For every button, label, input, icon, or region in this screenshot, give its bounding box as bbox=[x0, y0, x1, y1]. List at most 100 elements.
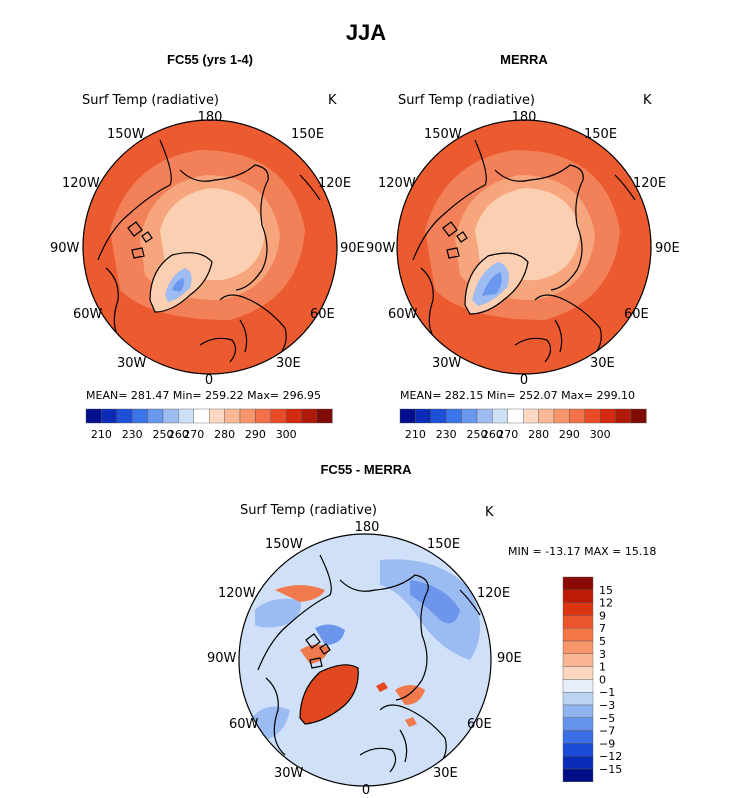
colorbar-swatch bbox=[562, 602, 594, 616]
lon-label: 120W bbox=[218, 586, 256, 601]
colorbar-swatch bbox=[538, 408, 555, 424]
lon-label: 120W bbox=[62, 176, 100, 191]
lon-label: 120E bbox=[318, 176, 351, 191]
colorbar-swatch bbox=[476, 408, 493, 424]
colorbar-swatch bbox=[399, 408, 416, 424]
colorbar-swatch bbox=[286, 408, 302, 424]
variable-label: Surf Temp (radiative) bbox=[82, 93, 219, 108]
colorbar-tick-label: 250 bbox=[467, 428, 488, 441]
panel-title: FC55 (yrs 1-4) bbox=[167, 52, 253, 67]
stats-label: MEAN= 282.15 Min= 252.07 Max= 299.10 bbox=[400, 389, 635, 402]
colorbar-swatch bbox=[562, 576, 594, 591]
lon-label: 150W bbox=[265, 537, 303, 552]
lon-label: 90W bbox=[207, 651, 237, 666]
lon-label: 150E bbox=[584, 127, 617, 142]
colorbar-swatch bbox=[446, 408, 462, 424]
lon-label: 60E bbox=[310, 307, 335, 322]
colorbar-swatch bbox=[630, 408, 647, 424]
lon-label: 120E bbox=[477, 586, 510, 601]
lon-label: 30E bbox=[590, 356, 615, 371]
variable-label: Surf Temp (radiative) bbox=[240, 503, 377, 518]
colorbar-tick-label: 230 bbox=[122, 428, 143, 441]
unit-label: K bbox=[485, 505, 494, 520]
warm-bias-region bbox=[395, 685, 425, 705]
colorbar-swatch bbox=[131, 408, 148, 424]
colorbar-swatch bbox=[162, 408, 179, 424]
colorbar-tick-label: 260 bbox=[168, 428, 189, 441]
lon-label: 120E bbox=[633, 176, 666, 191]
colorbar-swatch bbox=[553, 408, 570, 424]
map-background bbox=[239, 534, 491, 786]
colorbar-swatch bbox=[562, 768, 594, 783]
colorbar-swatch bbox=[147, 408, 164, 424]
colorbar-tick-label: 5 bbox=[599, 635, 606, 648]
colorbar-swatch bbox=[562, 628, 594, 642]
colorbar-swatch bbox=[415, 408, 431, 424]
lon-label: 90W bbox=[366, 241, 396, 256]
colorbar-tick-label: 230 bbox=[436, 428, 457, 441]
lon-label: 60W bbox=[388, 307, 418, 322]
lon-label: 90E bbox=[497, 651, 522, 666]
lon-label: 30W bbox=[117, 356, 147, 371]
main-title: JJA bbox=[346, 20, 386, 45]
panel-difference: FC55 - MERRA Surf Temp (radiative) K MIN… bbox=[207, 462, 656, 798]
panel-title: MERRA bbox=[500, 52, 548, 67]
colorbar-tick-label: 210 bbox=[405, 428, 426, 441]
cold-bias-region bbox=[315, 624, 345, 645]
greenland-cold-core bbox=[172, 278, 184, 292]
colorbar-tick-label: 300 bbox=[276, 428, 297, 441]
lon-label: 90E bbox=[655, 241, 680, 256]
lon-label: 60E bbox=[467, 717, 492, 732]
colorbar-swatch bbox=[492, 408, 508, 424]
colorbar-swatch bbox=[562, 653, 594, 667]
colorbar-swatch bbox=[562, 756, 594, 770]
map-border bbox=[396, 119, 652, 375]
polar-map bbox=[83, 120, 337, 374]
colorbar-swatch bbox=[562, 589, 594, 603]
colorbar-tick-label: 0 bbox=[599, 673, 606, 686]
colorbar-tick-label: −5 bbox=[599, 712, 615, 725]
colorbar-swatch bbox=[562, 704, 594, 719]
colorbar-tick-label: 280 bbox=[528, 428, 549, 441]
colorbar-swatch bbox=[562, 743, 594, 757]
colorbar-swatch bbox=[615, 408, 632, 424]
colorbar-swatch bbox=[208, 408, 225, 424]
colorbar-swatch bbox=[562, 615, 594, 629]
warm-bias-region bbox=[405, 717, 417, 727]
panel-title: FC55 - MERRA bbox=[320, 462, 412, 477]
colorbar-tick-label: −3 bbox=[599, 699, 615, 712]
colorbar-tick-label: 250 bbox=[153, 428, 174, 441]
coastlines bbox=[257, 554, 481, 773]
colorbar-swatch bbox=[600, 408, 616, 424]
lon-label: 0 bbox=[520, 373, 528, 388]
colorbar-tick-label: 15 bbox=[599, 584, 613, 597]
colorbar-swatch bbox=[239, 408, 256, 424]
colorbar-tick-label: 290 bbox=[245, 428, 266, 441]
map-border bbox=[82, 119, 338, 375]
polar-map bbox=[239, 534, 491, 786]
colorbar-tick-label: 280 bbox=[214, 428, 235, 441]
colorbar-swatch bbox=[116, 408, 133, 424]
colorbar-swatch bbox=[562, 717, 594, 731]
lon-label: 120W bbox=[378, 176, 416, 191]
colorbar-tick-label: 290 bbox=[559, 428, 580, 441]
lon-label: 180 bbox=[355, 520, 380, 535]
greenland-warm-bias bbox=[300, 664, 359, 724]
panel-fc55: FC55 (yrs 1-4) Surf Temp (radiative) K bbox=[50, 52, 365, 441]
lon-label: 180 bbox=[198, 110, 223, 125]
lon-label: 180 bbox=[512, 110, 537, 125]
warm-bias-region bbox=[376, 682, 388, 692]
lon-label: 30W bbox=[432, 356, 462, 371]
longitude-labels: 180 150E 120E 90E 60E 30E 0 30W 60W 90W … bbox=[366, 110, 680, 388]
colorbar-tick-label: −12 bbox=[599, 750, 622, 763]
colorbar-tick-label: 270 bbox=[497, 428, 518, 441]
cold-bias-region bbox=[255, 598, 301, 628]
colorbar-swatch bbox=[461, 408, 478, 424]
colorbar-tick-label: −7 bbox=[599, 725, 615, 738]
lon-label: 30W bbox=[274, 766, 304, 781]
lon-label: 150E bbox=[291, 127, 324, 142]
longitude-labels: 180 150E 120E 90E 60E 30E 0 30W 60W 90W … bbox=[50, 110, 365, 388]
